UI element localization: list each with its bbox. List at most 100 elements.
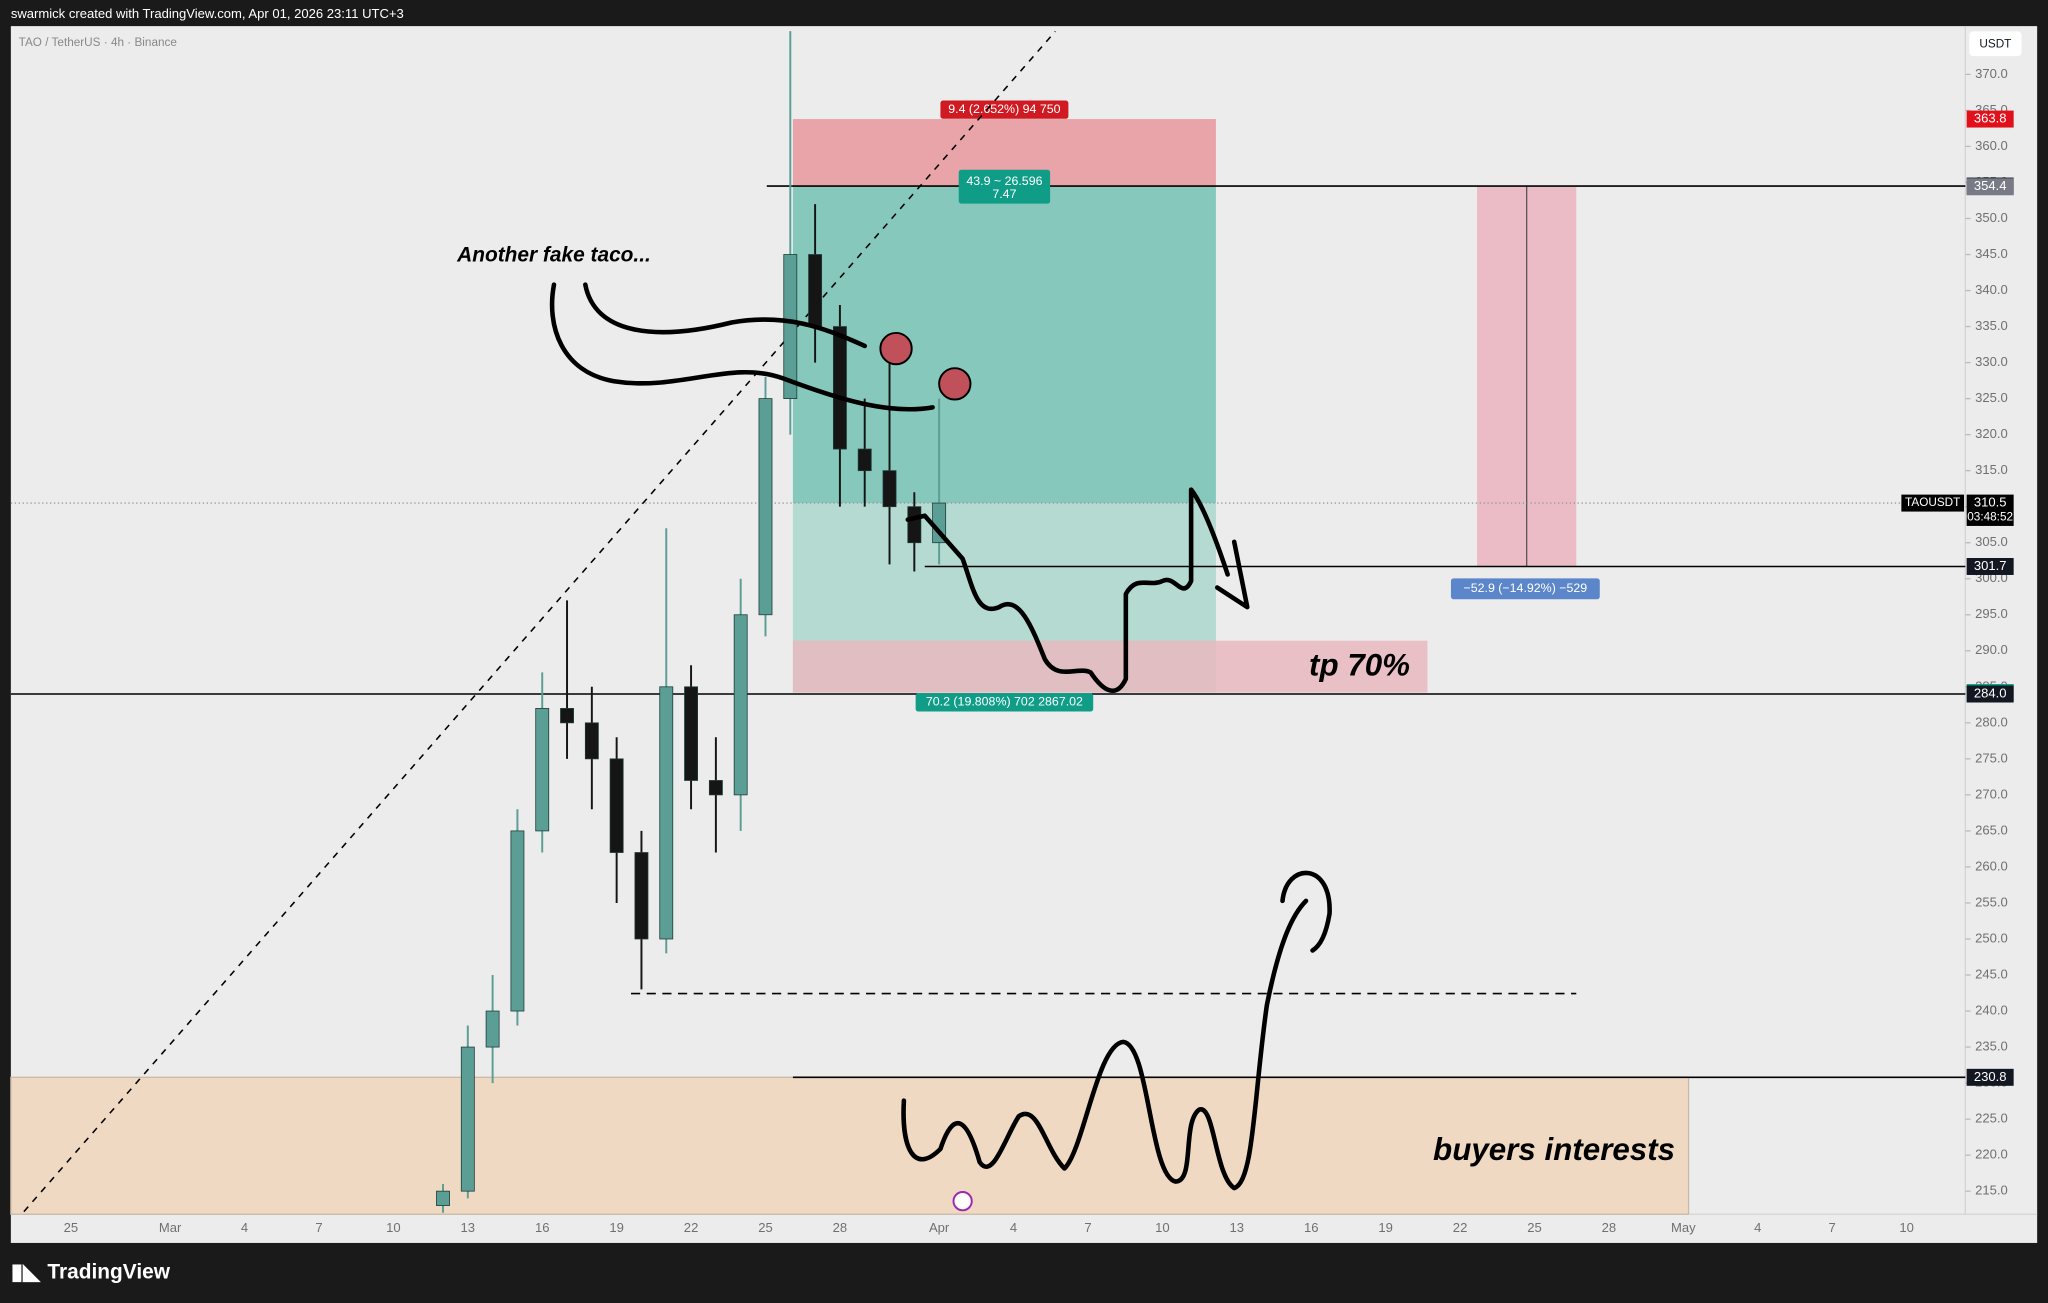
y-tick-label: 250.0 bbox=[1975, 930, 2008, 945]
x-tick-label: 16 bbox=[535, 1220, 550, 1235]
y-tick-label: 325.0 bbox=[1975, 390, 2008, 405]
annotation: Another fake taco... bbox=[456, 243, 651, 266]
y-tick-label: 235.0 bbox=[1975, 1039, 2008, 1054]
hand-stroke bbox=[583, 282, 868, 349]
candle-body bbox=[684, 686, 698, 781]
candle-body bbox=[510, 830, 525, 1012]
candles bbox=[436, 31, 947, 1213]
x-tick-label: 13 bbox=[1230, 1220, 1245, 1235]
position-label-bg bbox=[915, 693, 1094, 712]
marker-circle bbox=[938, 367, 972, 401]
x-tick-label: 28 bbox=[1602, 1220, 1617, 1235]
y-tick-label: 320.0 bbox=[1975, 426, 2008, 441]
y-tick-label: 295.0 bbox=[1975, 606, 2008, 621]
y-tick-label: 305.0 bbox=[1975, 534, 2008, 549]
position-label-bg bbox=[940, 100, 1069, 119]
candle-body bbox=[634, 852, 649, 940]
symbol-info: TAO / TetherUS · 4h · Binance bbox=[19, 36, 178, 49]
x-tick-label: Mar bbox=[159, 1220, 182, 1235]
symbol-label: TAOUSDT bbox=[1905, 496, 1960, 509]
y-tick-label: 240.0 bbox=[1975, 1002, 2008, 1017]
candle-body bbox=[882, 470, 897, 508]
event-icon bbox=[952, 1191, 973, 1212]
candle-body bbox=[436, 1190, 450, 1206]
x-tick-label: May bbox=[1671, 1220, 1696, 1235]
candle-body bbox=[535, 708, 550, 832]
candle-body bbox=[832, 326, 847, 450]
marker-circle bbox=[879, 331, 913, 366]
y-tick-label: 315.0 bbox=[1975, 462, 2008, 477]
currency-box bbox=[1969, 31, 2022, 57]
x-tick-label: 19 bbox=[1378, 1220, 1393, 1235]
candle-body bbox=[659, 686, 674, 940]
price-label-bg bbox=[1966, 494, 2014, 526]
candle-body bbox=[460, 1046, 475, 1192]
price-label: 354.4 bbox=[1974, 178, 2007, 193]
y-tick-label: 360.0 bbox=[1975, 138, 2008, 153]
x-tick-label: 4 bbox=[1010, 1220, 1017, 1235]
y-tick-label: 225.0 bbox=[1975, 1111, 2008, 1126]
brand: TradingView bbox=[47, 1260, 170, 1283]
position-label: 9.4 (2.652%) 94 750 bbox=[948, 102, 1060, 116]
candle-body bbox=[857, 448, 872, 472]
price-label: 310.5 bbox=[1974, 495, 2007, 510]
hand-path bbox=[905, 487, 1250, 693]
y-tick-label: 220.0 bbox=[1975, 1147, 2008, 1162]
symbol-label-bg bbox=[1901, 494, 1965, 512]
y-tick-label: 270.0 bbox=[1975, 786, 2008, 801]
price-label: 284.0 bbox=[1974, 685, 2007, 700]
y-tick-label: 245.0 bbox=[1975, 966, 2008, 981]
x-tick-label: 28 bbox=[833, 1220, 848, 1235]
candle-body bbox=[808, 254, 823, 327]
target-zone bbox=[792, 186, 1216, 504]
x-tick-label: 4 bbox=[241, 1220, 248, 1235]
x-tick-label: 19 bbox=[609, 1220, 624, 1235]
candle-body bbox=[708, 780, 723, 796]
price-countdown: 03:48:52 bbox=[1967, 511, 2013, 524]
y-tick-label: 215.0 bbox=[1975, 1183, 2008, 1198]
brand-logo: ▮◣ bbox=[11, 1259, 41, 1284]
candle-body bbox=[560, 708, 574, 724]
x-tick-label: 25 bbox=[64, 1220, 79, 1235]
y-tick-label: 290.0 bbox=[1975, 642, 2008, 657]
x-tick-label: 7 bbox=[315, 1220, 322, 1235]
x-tick-label: 10 bbox=[1155, 1220, 1170, 1235]
candle-body bbox=[783, 254, 798, 400]
candle-body bbox=[609, 758, 624, 853]
x-tick-label: Apr bbox=[929, 1220, 950, 1235]
price-label-bg bbox=[1966, 110, 2014, 128]
drawings bbox=[549, 282, 1332, 1212]
position-label: 7.47 bbox=[992, 187, 1016, 201]
candle-body bbox=[733, 614, 748, 796]
x-tick-label: 22 bbox=[684, 1220, 699, 1235]
annotation: tp 70% bbox=[1309, 647, 1410, 682]
candle-body bbox=[907, 506, 922, 544]
price-label: 363.8 bbox=[1974, 111, 2007, 126]
price-label-bg bbox=[1966, 178, 2014, 196]
hand-stroke bbox=[549, 282, 935, 412]
y-tick-label: 260.0 bbox=[1975, 858, 2008, 873]
position-label-bg bbox=[958, 169, 1051, 204]
x-tick-label: 25 bbox=[758, 1220, 773, 1235]
candle-body bbox=[485, 1010, 500, 1048]
y-tick-label: 335.0 bbox=[1975, 318, 2008, 333]
tp-zone bbox=[792, 640, 1428, 693]
position-label-bg bbox=[1450, 578, 1600, 600]
y-tick-label: 330.0 bbox=[1975, 354, 2008, 369]
price-label-bg bbox=[1966, 558, 2014, 575]
position-label: −52.9 (−14.92%) −529 bbox=[1464, 581, 1588, 595]
y-tick-label: 340.0 bbox=[1975, 282, 2008, 297]
y-tick-label: 265.0 bbox=[1975, 822, 2008, 837]
position-label: 43.9 ~ 26.596 bbox=[966, 174, 1042, 188]
x-tick-label: 16 bbox=[1304, 1220, 1319, 1235]
candle-body bbox=[758, 398, 773, 616]
x-tick-label: 25 bbox=[1527, 1220, 1542, 1235]
annotation: buyers interests bbox=[1433, 1132, 1675, 1167]
x-tick-label: 10 bbox=[386, 1220, 401, 1235]
hand-path bbox=[901, 870, 1332, 1191]
price-label: 301.7 bbox=[1974, 558, 2007, 573]
price-label: 230.8 bbox=[1974, 1069, 2007, 1084]
y-tick-label: 345.0 bbox=[1975, 246, 2008, 261]
